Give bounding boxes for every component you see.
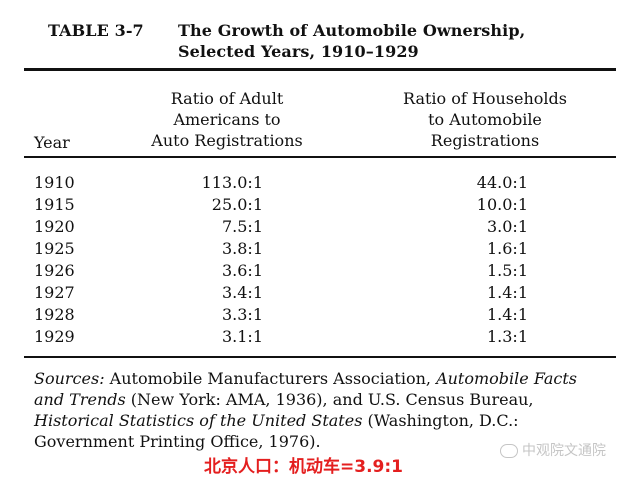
sources-label: Sources: [34,369,105,388]
header-household-line: Registrations [430,131,540,150]
header-adult-line: Americans to [173,110,281,129]
cell-year: 1928 [34,305,75,324]
cell-adult-ratio: 3.6:1 [221,261,263,280]
table-row: 1928 3.3:1 1.4:1 [0,304,640,326]
header-adult-line: Auto Registrations [151,131,303,150]
header-household-line: Ratio of Households [403,89,567,108]
cell-year: 1910 [34,173,75,192]
cell-household-ratio: 1.5:1 [486,261,528,280]
header-household-ratio: Ratio of Households to Automobile Regist… [370,88,600,151]
cell-year: 1929 [34,327,75,346]
sources-text: (New York: AMA, 1936), and U.S. Census B… [125,390,534,409]
table-row: 1926 3.6:1 1.5:1 [0,260,640,282]
table-row: 1929 3.1:1 1.3:1 [0,326,640,348]
cell-adult-ratio: 3.1:1 [221,327,263,346]
cell-adult-ratio: 3.4:1 [221,283,263,302]
watermark: 中观院文通院 [500,440,606,460]
cell-household-ratio: 1.6:1 [486,239,528,258]
title-line-1: The Growth of Automobile Ownership, [178,21,526,40]
cell-household-ratio: 1.3:1 [486,327,528,346]
cell-household-ratio: 44.0:1 [476,173,528,192]
header-year: Year [34,133,70,152]
cell-household-ratio: 10.0:1 [476,195,528,214]
cell-year: 1926 [34,261,75,280]
cell-adult-ratio: 25.0:1 [211,195,263,214]
title-line-2: Selected Years, 1910–1929 [178,42,419,61]
watermark-text: 中观院文通院 [522,443,606,459]
header-household-line: to Automobile [428,110,542,129]
header-rule [24,156,616,158]
bottom-rule [24,356,616,358]
cell-household-ratio: 1.4:1 [486,305,528,324]
header-adult-line: Ratio of Adult [170,89,284,108]
cell-adult-ratio: 113.0:1 [201,173,263,192]
wechat-icon [500,444,518,458]
cell-adult-ratio: 3.3:1 [221,305,263,324]
table-row: 1915 25.0:1 10.0:1 [0,194,640,216]
sources-text: Automobile Manufacturers Association, [104,369,437,388]
table-row: 1927 3.4:1 1.4:1 [0,282,640,304]
header-adult-ratio: Ratio of Adult Americans to Auto Registr… [112,88,342,151]
table-row: 1920 7.5:1 3.0:1 [0,216,640,238]
annotation-overlay: 北京人口：机动车=3.9:1 [204,457,403,477]
cell-adult-ratio: 7.5:1 [221,217,263,236]
cell-household-ratio: 1.4:1 [486,283,528,302]
sources-note: Sources: Automobile Manufacturers Associ… [34,368,606,452]
sources-title: Historical Statistics of the United Stat… [34,411,363,430]
cell-year: 1925 [34,239,75,258]
cell-adult-ratio: 3.8:1 [221,239,263,258]
sources-text: (Washington, D.C.: Government Printing O… [34,411,519,451]
table-row: 1910 113.0:1 44.0:1 [0,172,640,194]
cell-household-ratio: 3.0:1 [486,217,528,236]
sources-title: Automobile Facts and Trends [34,369,577,409]
top-rule [24,68,616,71]
cell-year: 1927 [34,283,75,302]
table-number: TABLE 3-7 [48,21,144,40]
cell-year: 1920 [34,217,75,236]
cell-year: 1915 [34,195,75,214]
table-title: TABLE 3-7 The Growth of Automobile Owners… [48,20,608,62]
table-row: 1925 3.8:1 1.6:1 [0,238,640,260]
